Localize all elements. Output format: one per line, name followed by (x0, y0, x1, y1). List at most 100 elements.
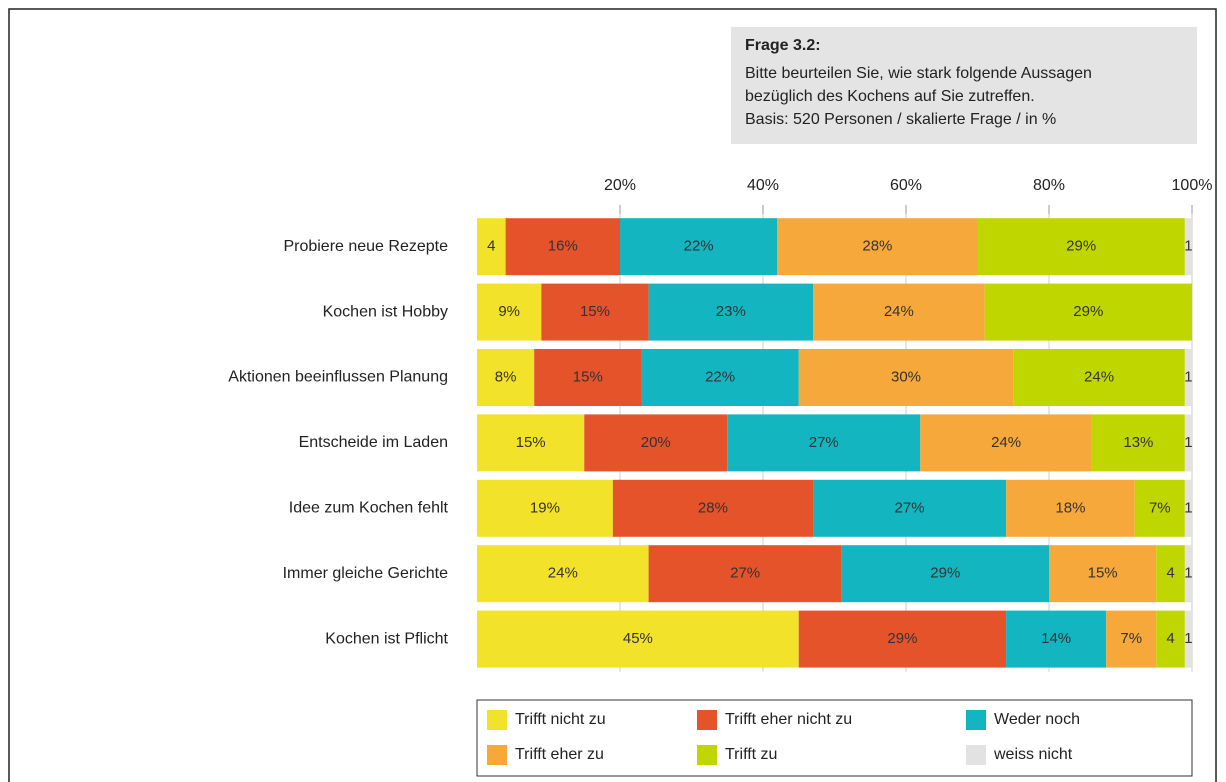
legend-swatch (966, 745, 986, 765)
bar-segment (798, 610, 1007, 668)
bar-segment (1184, 349, 1192, 406)
data-label: 18% (1055, 499, 1085, 516)
bar-segment (777, 218, 978, 276)
data-label: 9% (498, 303, 520, 320)
data-label: 15% (516, 434, 546, 451)
x-tick-label: 100% (1172, 177, 1213, 194)
data-label: 23% (716, 303, 746, 320)
data-label: 24% (548, 565, 578, 582)
data-label: 4 (1166, 630, 1174, 647)
bar-segment (1006, 610, 1107, 668)
data-label: 27% (730, 565, 760, 582)
bar-segment (648, 545, 842, 603)
question-box (731, 27, 1197, 144)
bar-segment (477, 218, 506, 276)
data-label: 30% (891, 368, 921, 385)
data-label: 45% (623, 630, 653, 647)
bar-segment (1156, 610, 1185, 668)
bar-segment (477, 610, 799, 668)
bar-segment (584, 414, 728, 472)
legend-label: Trifft zu (725, 746, 777, 763)
legend-label: Trifft nicht zu (515, 711, 606, 728)
data-label: 29% (887, 630, 917, 647)
bar-segment (984, 283, 1192, 341)
bar-segment (477, 349, 535, 406)
bar-segment (1184, 545, 1192, 603)
bar-segment (1184, 218, 1192, 276)
bar-segment (977, 218, 1185, 276)
bar-segment (813, 283, 985, 341)
x-tick-label: 60% (890, 177, 922, 194)
data-label: 29% (1066, 238, 1096, 255)
bar-segment (612, 479, 814, 537)
data-label: 24% (991, 434, 1021, 451)
bar-segment (1091, 414, 1185, 472)
frame (8, 8, 1217, 782)
legend-label: Trifft eher zu (515, 746, 604, 763)
legend-box (476, 699, 1193, 777)
data-label: 15% (580, 303, 610, 320)
data-label: 1 (1184, 630, 1192, 647)
data-label: 29% (1073, 303, 1103, 320)
question-title: Frage 3.2: (745, 37, 821, 54)
data-label: 7% (1120, 630, 1142, 647)
data-label: 19% (530, 499, 560, 516)
bar-segment (798, 349, 1014, 406)
bar-segment (1134, 479, 1185, 537)
bar-segment (813, 479, 1007, 537)
category-label: Entscheide im Laden (299, 434, 448, 451)
category-label: Kochen ist Hobby (323, 303, 448, 320)
data-label: 1 (1184, 499, 1192, 516)
legend-swatch (966, 710, 986, 730)
bar-segment (477, 283, 542, 341)
bar-segment (1013, 349, 1185, 406)
data-label: 13% (1123, 434, 1153, 451)
bar-segment (1184, 479, 1192, 537)
legend-swatch (697, 745, 717, 765)
bar-segment (505, 218, 620, 276)
category-label: Probiere neue Rezepte (283, 238, 448, 255)
bar-segment (648, 283, 814, 341)
category-label: Kochen ist Pflicht (325, 630, 448, 647)
bar-segment (1184, 610, 1192, 668)
legend-label: Weder noch (994, 711, 1080, 728)
bar-segment (477, 414, 585, 472)
data-label: 22% (684, 238, 714, 255)
data-label: 15% (1088, 565, 1118, 582)
category-label: Idee zum Kochen fehlt (289, 500, 449, 517)
data-label: 7% (1149, 499, 1171, 516)
category-label: Aktionen beeinflussen Planung (228, 369, 448, 386)
bar-segment (1184, 414, 1192, 472)
legend-label: weiss nicht (993, 746, 1073, 763)
x-tick-label: 40% (747, 177, 779, 194)
bar-segment (541, 283, 649, 341)
bar-segment (1156, 545, 1185, 603)
data-label: 1 (1184, 434, 1192, 451)
bar-segment (477, 479, 613, 537)
data-label: 1 (1184, 565, 1192, 582)
bar-segment (841, 545, 1049, 603)
legend-swatch (487, 745, 507, 765)
data-label: 24% (884, 303, 914, 320)
bar-segment (477, 545, 649, 603)
data-label: 4 (487, 238, 495, 255)
question-line: bezüglich des Kochens auf Sie zutreffen. (745, 88, 1035, 105)
legend-swatch (487, 710, 507, 730)
bar-segment (534, 349, 642, 406)
legend-swatch (697, 710, 717, 730)
question-line: Basis: 520 Personen / skalierte Frage / … (745, 111, 1056, 128)
data-label: 16% (548, 238, 578, 255)
data-label: 15% (573, 368, 603, 385)
bar-segment (920, 414, 1092, 472)
data-label: 28% (698, 499, 728, 516)
bar-segment (1106, 610, 1157, 668)
data-label: 4 (1166, 565, 1174, 582)
x-tick-label: 80% (1033, 177, 1065, 194)
bar-segment (727, 414, 921, 472)
data-label: 24% (1084, 368, 1114, 385)
data-label: 1 (1184, 238, 1192, 255)
data-label: 1 (1184, 368, 1192, 385)
data-label: 20% (641, 434, 671, 451)
category-label: Immer gleiche Gerichte (283, 565, 448, 582)
